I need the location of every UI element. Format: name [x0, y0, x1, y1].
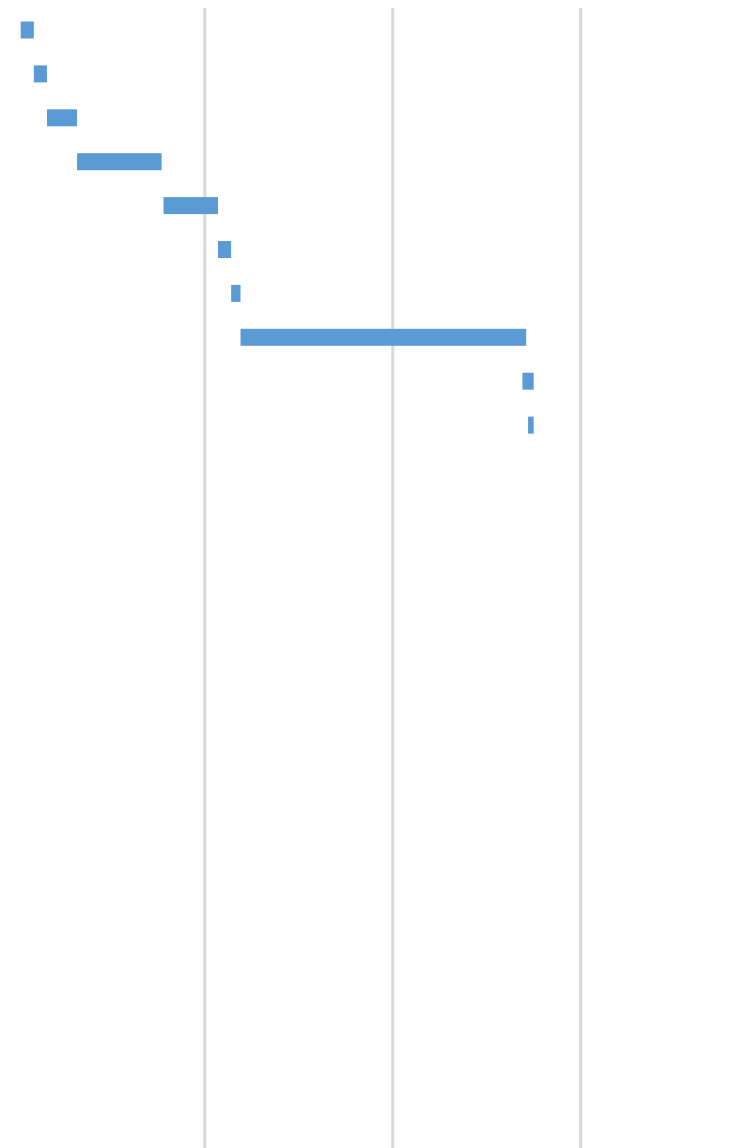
task-bar-5 [163, 197, 218, 215]
task-bar-6 [217, 241, 232, 258]
task-bar-10 [528, 416, 534, 434]
task-bar-1 [20, 21, 34, 39]
task-bar-8 [240, 328, 527, 346]
gridlines [203, 8, 583, 1148]
task-bar-9 [522, 372, 534, 390]
bars [20, 21, 534, 434]
task-bar-4 [77, 153, 162, 171]
task-bar-3 [46, 109, 78, 127]
task-bar-7 [231, 284, 241, 302]
task-bar-2 [33, 65, 47, 83]
